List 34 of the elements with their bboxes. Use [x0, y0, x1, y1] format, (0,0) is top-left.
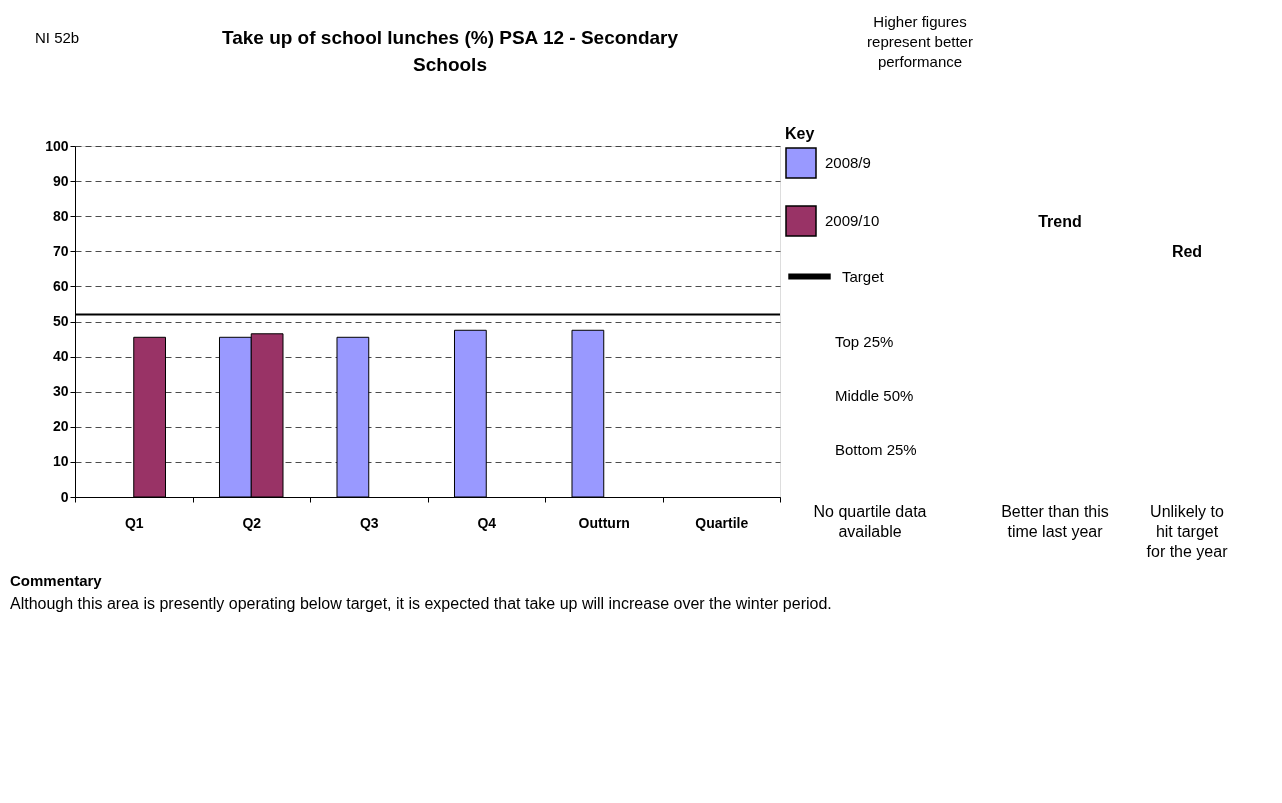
- x-tick-label: Outturn: [578, 514, 630, 531]
- y-tick-label: 60: [52, 277, 69, 294]
- chart-title: Take up of school lunches (%) PSA 12 - Secondary Schools: [221, 27, 679, 75]
- x-tick-label: Q3: [359, 514, 379, 531]
- y-tick-label: 20: [52, 418, 69, 435]
- y-tick-label: 80: [52, 207, 69, 224]
- y-tick-label: 70: [52, 242, 69, 259]
- text: Trend: [1038, 213, 1082, 230]
- legend-label: Target: [842, 267, 885, 285]
- y-tick-label: 50: [52, 313, 69, 329]
- text: Better than this time last year: [1001, 503, 1109, 540]
- legend-title: Key: [785, 125, 815, 142]
- text: Bottom 25%: [835, 441, 917, 458]
- x-tick-label: Q1: [124, 514, 144, 531]
- text: Middle 50%: [835, 387, 914, 404]
- y-tick-label: 0: [60, 488, 69, 505]
- text: NI 52b: [35, 29, 80, 46]
- y-tick-label: 10: [52, 453, 69, 470]
- x-tick-label: Q4: [477, 514, 497, 531]
- text: Red: [1171, 243, 1203, 260]
- text: Higher figures represent better performance: [867, 13, 973, 70]
- y-tick-label: 90: [52, 172, 69, 189]
- text: Unlikely to hit target for the year: [1146, 503, 1229, 560]
- text: Top 25%: [835, 333, 894, 350]
- y-tick-label: 30: [52, 383, 69, 400]
- text: Commentary: [10, 572, 103, 589]
- legend-label: 2008/9: [825, 154, 871, 171]
- text: No quartile data available: [813, 503, 927, 540]
- x-tick-label: Quartile: [695, 514, 749, 531]
- legend-label: 2009/10: [825, 212, 880, 229]
- y-tick-label: 40: [52, 348, 69, 365]
- y-tick-label: 100: [45, 137, 69, 154]
- x-tick-label: Q2: [242, 514, 262, 531]
- text: Although this area is presently operating below target, it is expected that take up will increase over the winter period.: [10, 595, 832, 612]
